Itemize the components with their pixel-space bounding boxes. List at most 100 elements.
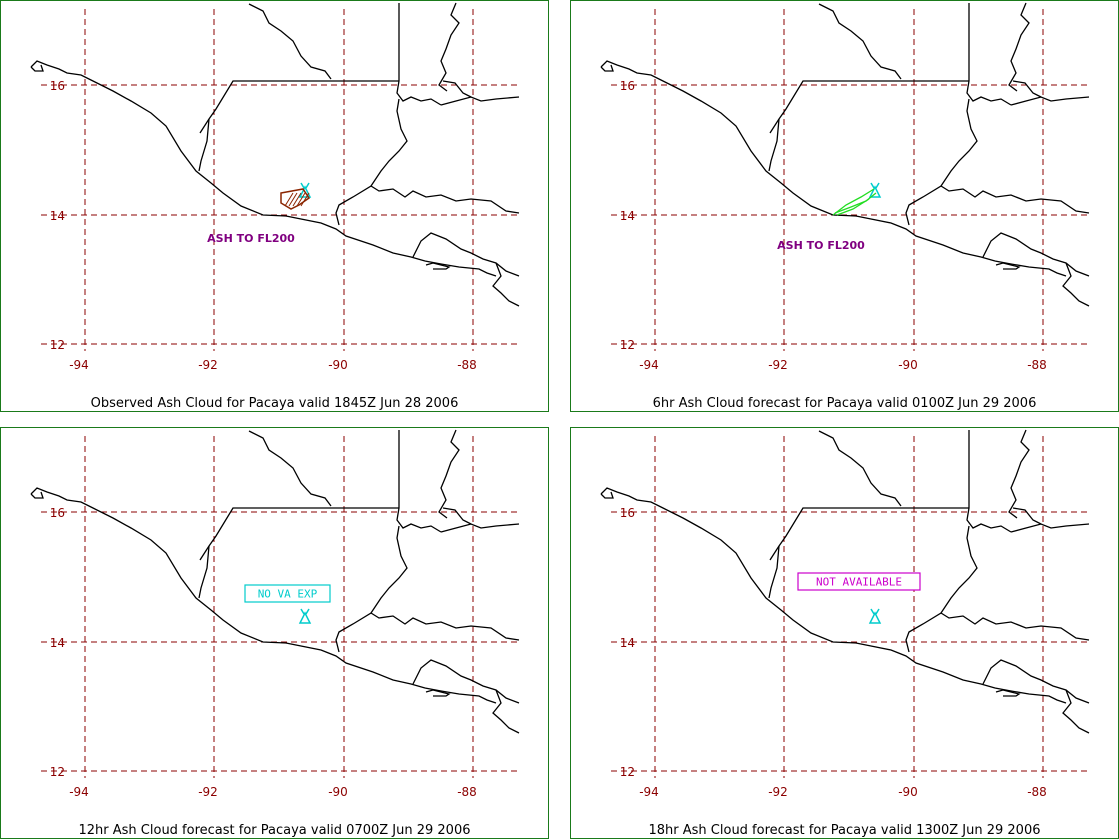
honduras-border: [370, 612, 520, 641]
panel-caption: Observed Ash Cloud for Pacaya valid 1845…: [90, 396, 459, 411]
nicaragua-coast: [492, 689, 520, 734]
yucatan-coast: [438, 429, 460, 519]
no-va-expected-box: NO VA EXP: [244, 584, 331, 603]
honduras-coast: [440, 96, 520, 106]
honduras-border: [940, 185, 1090, 214]
volcano-icon: [868, 182, 882, 198]
coastline-and-borders: [600, 429, 1090, 734]
panel-caption: 12hr Ash Cloud forecast for Pacaya valid…: [78, 823, 471, 838]
longitude-label: -92: [768, 785, 788, 799]
guatemala-el-salvador-border: [905, 98, 978, 226]
longitude-label: -88: [1027, 358, 1047, 372]
longitude-label: -92: [768, 358, 788, 372]
border-segment: [198, 118, 210, 172]
mexico-coast-north: [818, 430, 902, 507]
mexico-guatemala-border: [199, 507, 399, 561]
latitude-label: 14: [620, 636, 635, 650]
latitude-label: 12: [50, 765, 65, 779]
mexico-coast-north: [818, 3, 902, 80]
volcano-icon: [298, 182, 312, 198]
latitude-label: 12: [620, 338, 635, 352]
coastline-and-borders: [30, 429, 520, 734]
gulf-of-fonseca: [425, 689, 451, 697]
longitude-label: -88: [457, 358, 477, 372]
pacific-coastline: [30, 60, 497, 277]
volcano-icon: [298, 608, 312, 624]
gulf-of-fonseca: [995, 262, 1021, 270]
honduras-coast: [1010, 523, 1090, 533]
latitude-label: 16: [50, 79, 65, 93]
map-svg: 16 14 12 -94 -92 -90 -88 ASH TO FL200: [30, 2, 521, 372]
mexico-coast-north: [248, 430, 332, 507]
volcano-icon: [868, 608, 882, 624]
guatemala-el-salvador-border: [905, 525, 978, 653]
nicaragua-border: [412, 659, 520, 704]
gulf-of-fonseca: [995, 689, 1021, 697]
longitude-label: -94: [639, 358, 659, 372]
svg-text:NOT AVAILABLE: NOT AVAILABLE: [816, 576, 902, 589]
pacific-coastline: [600, 60, 1067, 277]
gulf-of-honduras: [442, 80, 472, 98]
graticule: [41, 436, 521, 778]
longitude-label: -90: [328, 785, 348, 799]
longitude-label: -90: [898, 358, 918, 372]
border-segment: [768, 545, 780, 599]
honduras-border: [940, 612, 1090, 641]
longitude-label: -92: [198, 358, 218, 372]
latitude-label: 12: [620, 765, 635, 779]
panel-observed: 16 14 12 -94 -92 -90 -88 ASH TO FL200 Observed A…: [0, 0, 549, 412]
map-svg: 16 14 12 -94 -92 -90 -88 ASH TO FL200: [600, 2, 1091, 372]
border-segment: [198, 545, 210, 599]
map-svg: 16 14 12 -94 -92 -90 -88 NOT AVAILABLE: [600, 429, 1091, 799]
border-segment: [768, 118, 780, 172]
latitude-label: 14: [50, 209, 65, 223]
longitude-label: -90: [328, 358, 348, 372]
graticule: [611, 436, 1091, 778]
nicaragua-border: [412, 232, 520, 277]
pacific-coastline: [600, 487, 1067, 704]
belize-border: [966, 3, 1012, 106]
panel-6hr-forecast: 16 14 12 -94 -92 -90 -88 ASH TO FL200 6hr Ash Cl…: [570, 0, 1119, 412]
coast-detail: [600, 491, 614, 499]
ash-height-label: ASH TO FL200: [777, 239, 865, 252]
gulf-of-fonseca: [425, 262, 451, 270]
nicaragua-coast: [1062, 689, 1090, 734]
honduras-border: [370, 185, 520, 214]
latitude-label: 14: [620, 209, 635, 223]
nicaragua-border: [982, 232, 1090, 277]
pacific-coastline: [30, 487, 497, 704]
mexico-guatemala-border: [769, 80, 969, 134]
map-svg: 16 14 12 -94 -92 -90 -88 NO VA EXP: [30, 429, 521, 799]
panel-caption: 6hr Ash Cloud forecast for Pacaya valid …: [652, 396, 1037, 411]
panel-18hr-forecast: 16 14 12 -94 -92 -90 -88 NOT AVAILABLE 18hr Ash …: [570, 427, 1119, 839]
nicaragua-coast: [1062, 262, 1090, 307]
coast-detail: [30, 64, 44, 72]
longitude-label: -94: [69, 358, 89, 372]
longitude-label: -94: [69, 785, 89, 799]
latitude-label: 16: [620, 506, 635, 520]
longitude-label: -94: [639, 785, 659, 799]
nicaragua-border: [982, 659, 1090, 704]
panel-caption: 18hr Ash Cloud forecast for Pacaya valid…: [648, 823, 1041, 838]
longitude-label: -88: [1027, 785, 1047, 799]
forecast-ash-cloud: [832, 188, 877, 216]
gulf-of-honduras: [1012, 80, 1042, 98]
graticule: [41, 9, 521, 351]
yucatan-coast: [1008, 429, 1030, 519]
gulf-of-honduras: [1012, 507, 1042, 525]
not-available-box: NOT AVAILABLE: [797, 572, 921, 591]
mexico-guatemala-border: [769, 507, 969, 561]
coastline-and-borders: [30, 2, 520, 307]
latitude-label: 16: [50, 506, 65, 520]
longitude-label: -90: [898, 785, 918, 799]
gulf-of-honduras: [442, 507, 472, 525]
latitude-label: 16: [620, 79, 635, 93]
belize-border: [396, 430, 442, 533]
guatemala-el-salvador-border: [335, 525, 408, 653]
mexico-coast-north: [248, 3, 332, 80]
coast-detail: [600, 64, 614, 72]
nicaragua-coast: [492, 262, 520, 307]
panel-12hr-forecast: 16 14 12 -94 -92 -90 -88 NO VA EXP 12hr Ash Clou…: [0, 427, 549, 839]
coastline-and-borders: [600, 2, 1090, 307]
observed-ash-cloud: [280, 188, 311, 210]
